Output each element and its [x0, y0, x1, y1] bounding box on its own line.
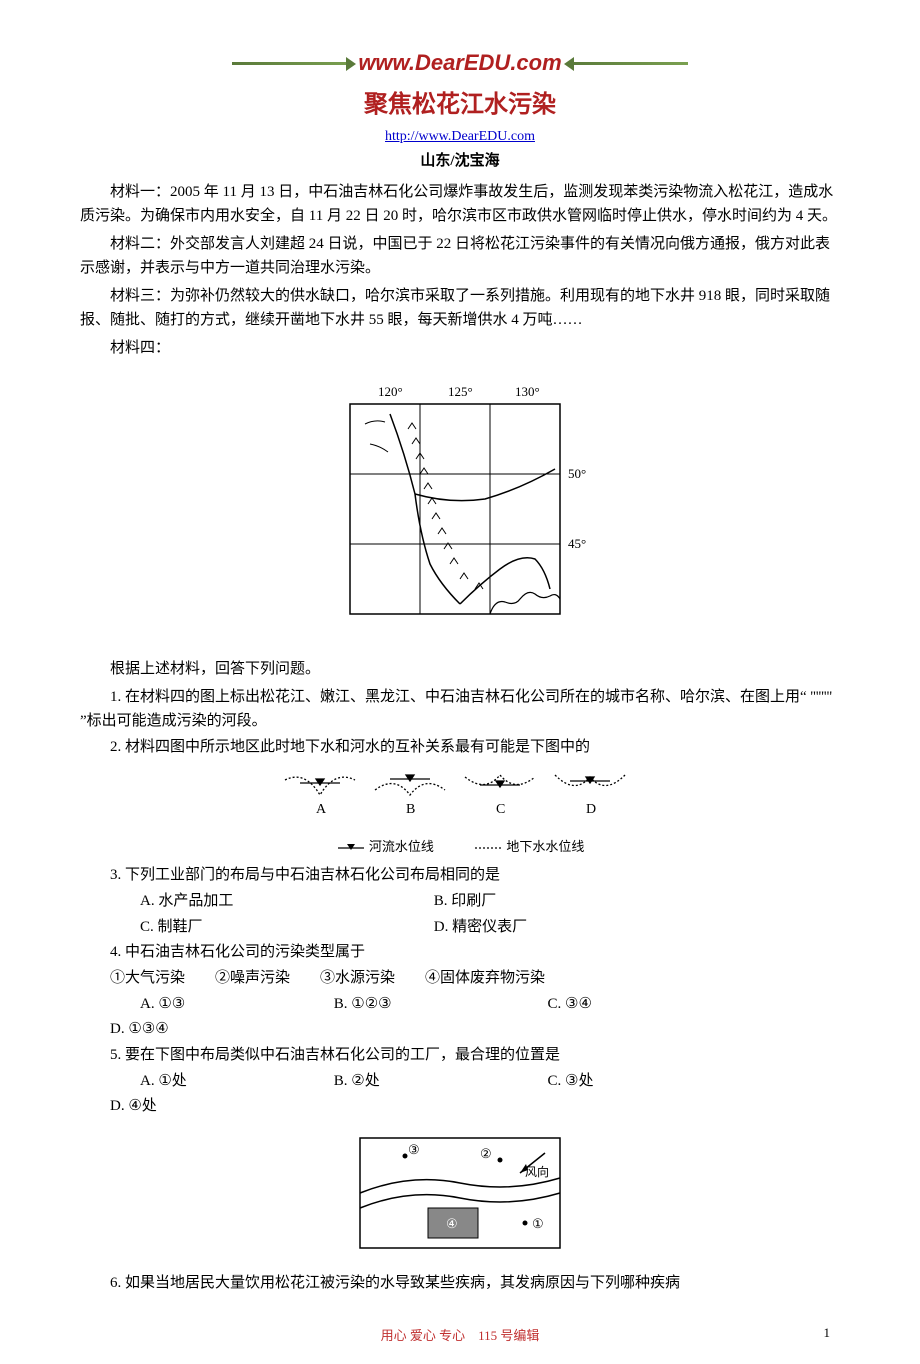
page-title: 聚焦松花江水污染: [80, 84, 840, 119]
q4-opts: A. ①③ B. ①②③ C. ③④ D. ①③④: [80, 992, 840, 1043]
q5-opt-d: D. ④处: [80, 1094, 157, 1120]
question-5: 5. 要在下图中布局类似中石油吉林石化公司的工厂，最合理的位置是: [80, 1043, 840, 1067]
page-footer: 用心 爱心 专心 115 号编辑 1: [80, 1325, 840, 1344]
q5-opt-a: A. ①处: [110, 1069, 240, 1095]
wave-figure: A B C D: [80, 765, 840, 830]
q4-opt-b: B. ①②③: [304, 992, 454, 1018]
q3-opts-row2: C. 制鞋厂 D. 精密仪表厂: [80, 915, 840, 941]
q4-opt-a: A. ①③: [110, 992, 240, 1018]
q4-items: ①大气污染 ②噪声污染 ③水源污染 ④固体废弃物污染: [80, 966, 840, 992]
q3-opt-b: B. 印刷厂: [404, 889, 497, 915]
material-3: 材料三：为弥补仍然较大的供水缺口，哈尔滨市采取了一系列措施。利用现有的地下水井 …: [80, 284, 840, 332]
q4-opt-d: D. ①③④: [80, 1017, 169, 1043]
legend-river: 河流水位线: [369, 839, 434, 854]
header-logo: www.DearEDU.com: [80, 50, 840, 76]
logo-line-right: [568, 62, 688, 65]
material-4: 材料四：: [80, 336, 840, 360]
q3-opt-a: A. 水产品加工: [110, 889, 330, 915]
lat-label-50: 50°: [568, 466, 586, 482]
question-6: 6. 如果当地居民大量饮用松花江被污染的水导致某些疾病，其发病原因与下列哪种疾病: [80, 1271, 840, 1295]
lat-label-45: 45°: [568, 536, 586, 552]
lon-label-130: 130°: [515, 384, 540, 400]
q3-opt-c: C. 制鞋厂: [110, 915, 330, 941]
question-1: 1. 在材料四的图上标出松花江、嫩江、黑龙江、中石油吉林石化公司所在的城市名称、…: [80, 685, 840, 733]
svg-text:②: ②: [480, 1146, 492, 1161]
wave-label-a: A: [316, 802, 327, 817]
material-1: 材料一：2005 年 11 月 13 日，中石油吉林石化公司爆炸事故发生后，监测…: [80, 180, 840, 228]
lon-label-125: 125°: [448, 384, 473, 400]
question-2: 2. 材料四图中所示地区此时地下水和河水的互补关系最有可能是下图中的: [80, 735, 840, 759]
svg-text:①: ①: [532, 1216, 544, 1231]
source-link[interactable]: http://www.DearEDU.com: [80, 129, 840, 145]
map-figure: 120° 125° 130° 50° 45°: [80, 374, 840, 639]
footer-text: 用心 爱心 专心 115 号编辑: [381, 1328, 540, 1343]
q4-opt-c: C. ③④: [518, 992, 648, 1018]
q3-opts-row1: A. 水产品加工 B. 印刷厂: [80, 889, 840, 915]
material-2: 材料二：外交部发言人刘建超 24 日说，中国已于 22 日将松花江污染事件的有关…: [80, 232, 840, 280]
svg-text:风向: 风向: [525, 1164, 549, 1179]
q5-opt-b: B. ②处: [304, 1069, 454, 1095]
instruction: 根据上述材料，回答下列问题。: [80, 657, 840, 681]
lon-label-120: 120°: [378, 384, 403, 400]
q3-opt-d: D. 精密仪表厂: [404, 915, 527, 941]
wave-legend: 河流水位线 地下水水位线: [80, 836, 840, 855]
question-3: 3. 下列工业部门的布局与中石油吉林石化公司布局相同的是: [80, 863, 840, 887]
city-figure: ① ② ③ ④ 风向: [80, 1128, 840, 1263]
page-number: 1: [824, 1325, 831, 1341]
logo-text: www.DearEDU.com: [358, 50, 561, 76]
wave-label-c: C: [496, 802, 505, 817]
question-4: 4. 中石油吉林石化公司的污染类型属于: [80, 940, 840, 964]
logo-line-left: [232, 62, 352, 65]
map-svg: [320, 374, 600, 634]
author-line: 山东/沈宝海: [80, 149, 840, 170]
q5-opt-c: C. ③处: [518, 1069, 648, 1095]
wave-label-d: D: [586, 802, 596, 817]
svg-text:④: ④: [446, 1216, 458, 1231]
wave-label-b: B: [406, 802, 415, 817]
svg-text:③: ③: [408, 1142, 420, 1157]
legend-ground: 地下水水位线: [506, 839, 584, 854]
q5-opts: A. ①处 B. ②处 C. ③处 D. ④处: [80, 1069, 840, 1120]
